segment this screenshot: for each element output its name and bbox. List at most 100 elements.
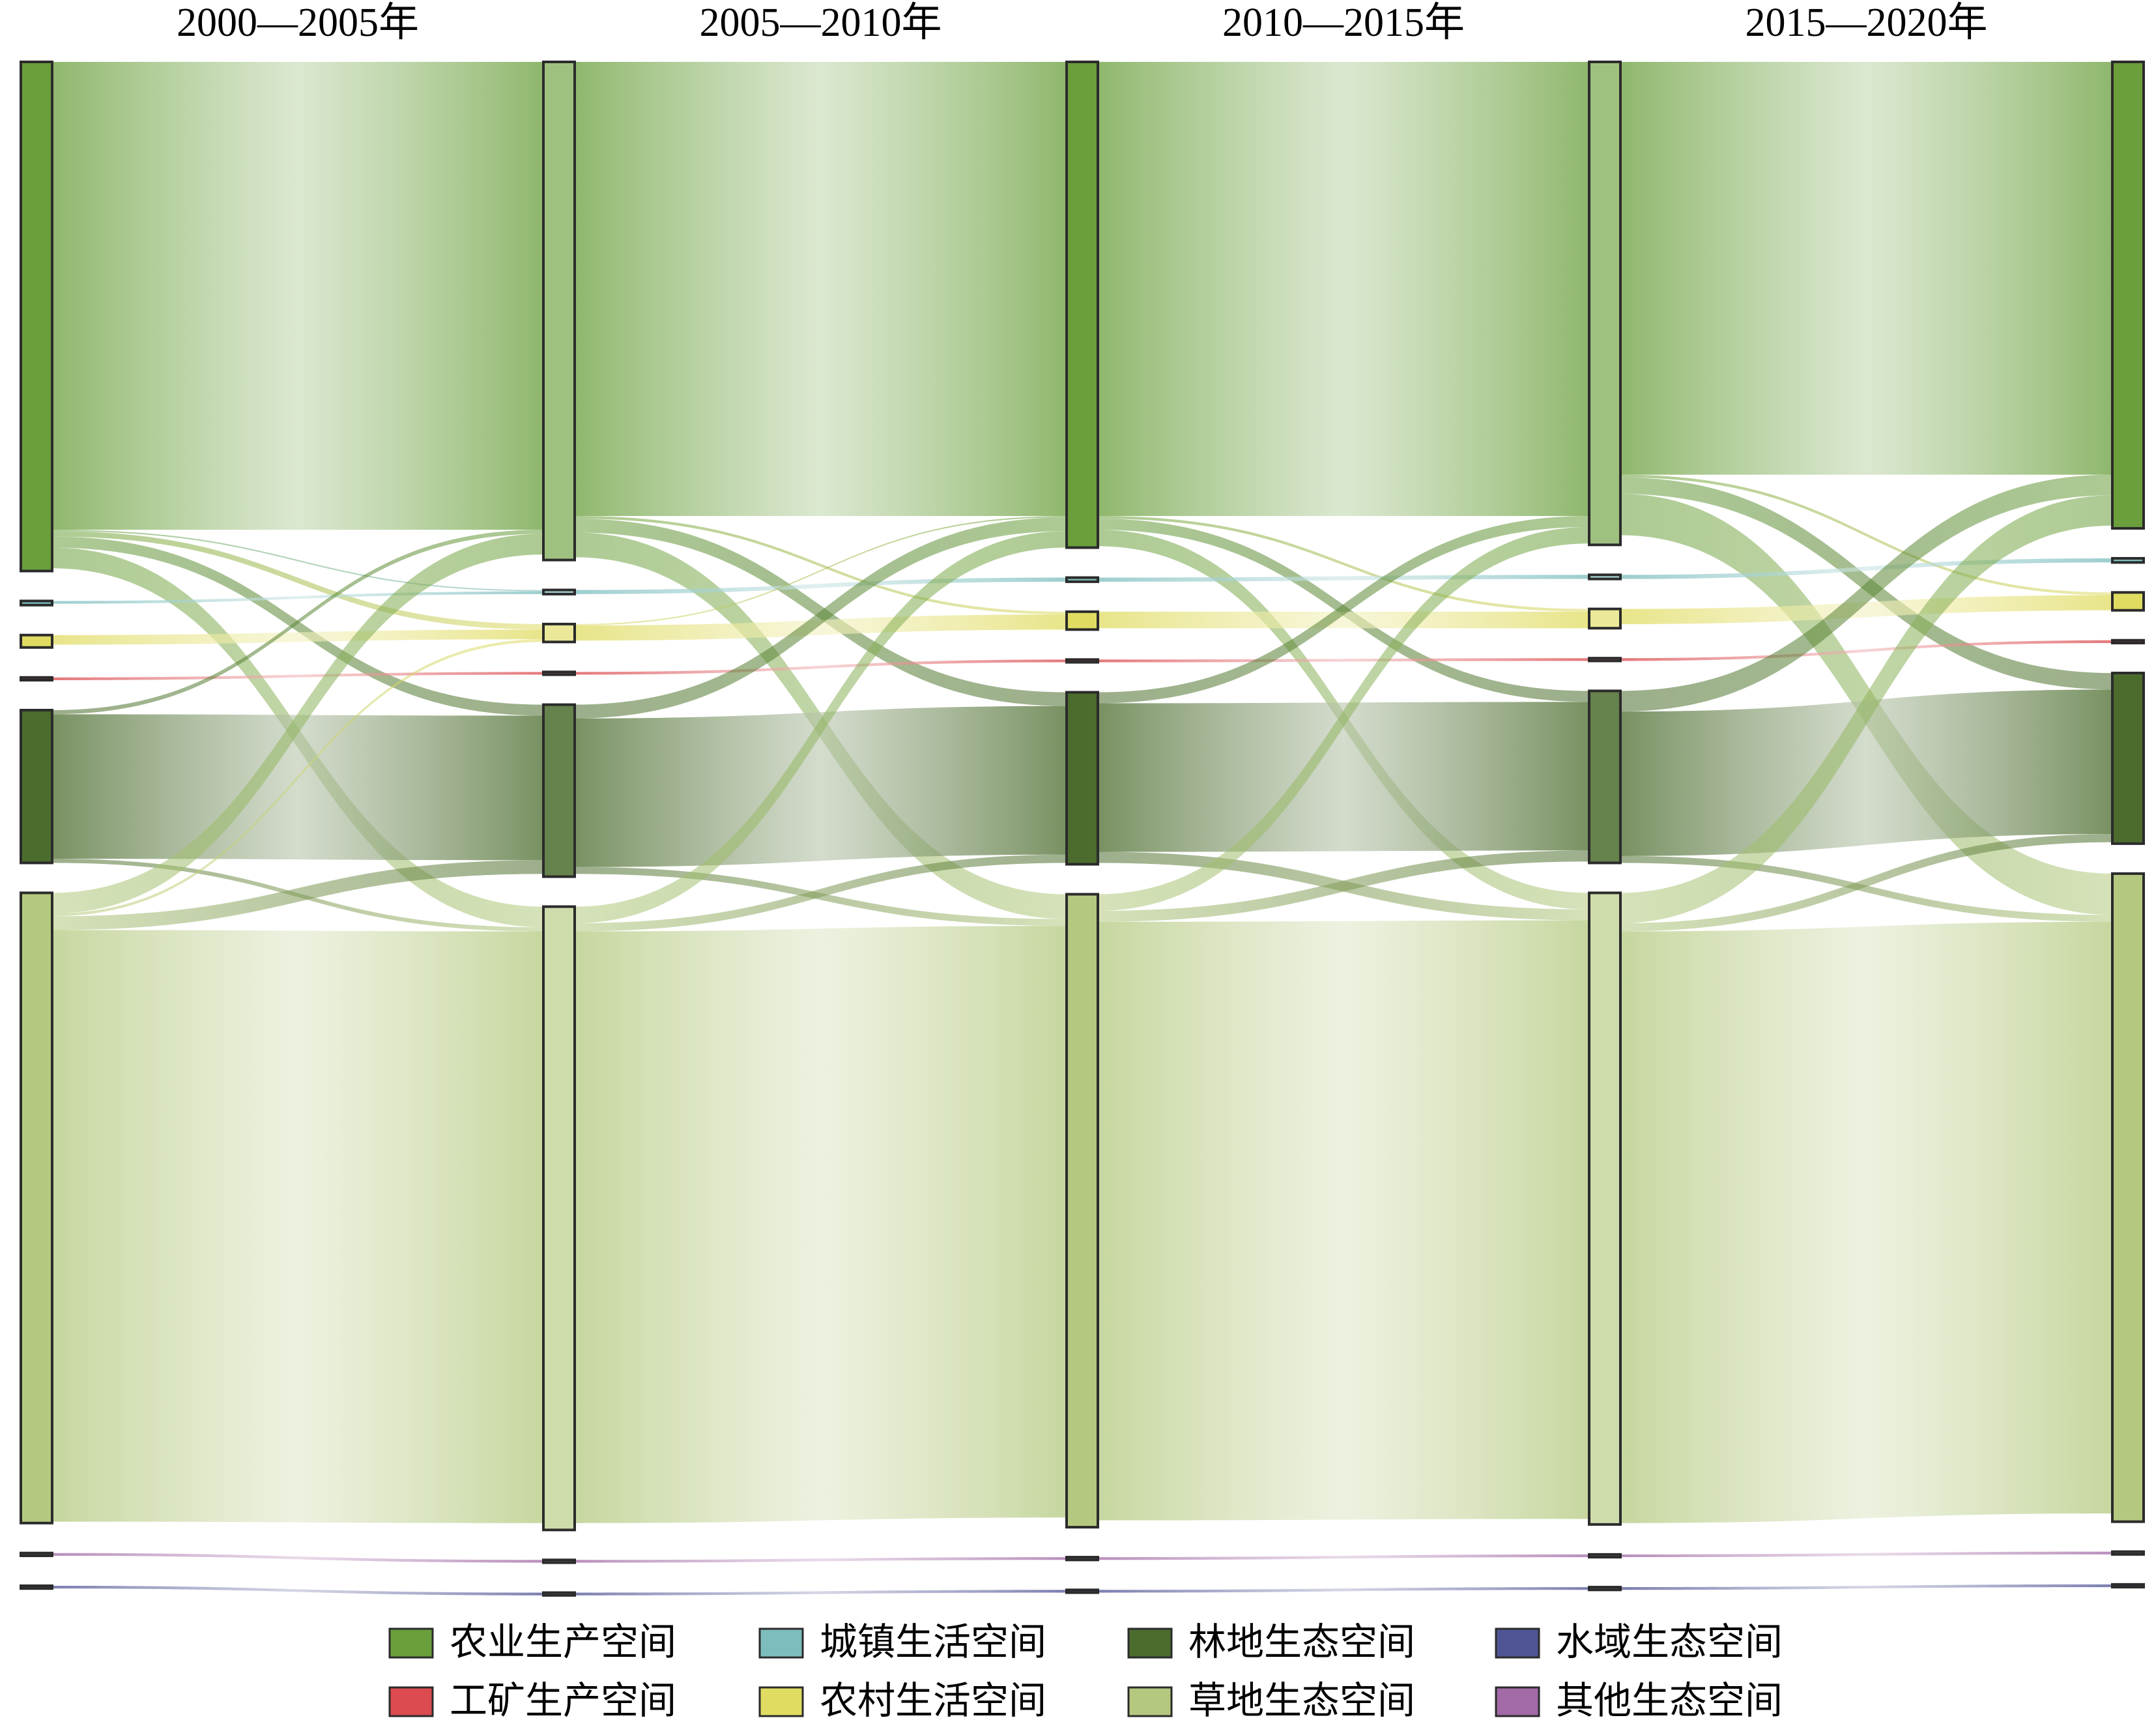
node [542, 703, 576, 878]
flow [1098, 1587, 1589, 1593]
flow [52, 591, 543, 604]
node [1588, 657, 1622, 663]
flow [52, 714, 543, 861]
flow [575, 614, 1067, 641]
flow [1098, 611, 1589, 629]
flow [1098, 526, 1589, 911]
flow [52, 639, 543, 917]
node [1588, 1553, 1622, 1559]
node [2111, 591, 2145, 612]
flow [1620, 1551, 2112, 1558]
flow [1098, 920, 1589, 1521]
node [20, 1584, 53, 1590]
flow [52, 860, 543, 930]
legend-swatch [388, 1627, 434, 1659]
node [20, 599, 53, 607]
flow [1098, 575, 1589, 582]
node [1065, 658, 1099, 664]
flow [1620, 62, 2112, 475]
flow [575, 1557, 1067, 1563]
flow [1620, 474, 2112, 595]
node [2111, 61, 2145, 530]
legend-label: 其他生态空间 [1556, 1678, 1783, 1720]
legend-label: 草地生态空间 [1188, 1678, 1415, 1720]
flow [52, 629, 543, 645]
flow [575, 659, 1067, 675]
flow [52, 1553, 543, 1563]
flow [1098, 515, 1589, 612]
legend-label: 农村生活空间 [820, 1678, 1046, 1720]
node [542, 905, 576, 1532]
node [20, 633, 53, 649]
flow [575, 531, 1067, 923]
legend-swatch [1127, 1686, 1173, 1717]
node [20, 1551, 53, 1557]
node [20, 676, 53, 682]
node [542, 588, 576, 595]
legend-swatch [388, 1686, 434, 1717]
node [1065, 1556, 1099, 1562]
flow [1620, 689, 2112, 856]
flow [52, 530, 543, 592]
node [1588, 1586, 1622, 1592]
node [1065, 1588, 1099, 1594]
flow [52, 531, 543, 630]
flow [52, 672, 543, 681]
flow [575, 706, 1067, 867]
node [20, 709, 53, 865]
flow [1620, 595, 2112, 624]
period-title: 2005—2010年 [699, 1, 941, 45]
legend-swatch [758, 1686, 804, 1717]
node [2111, 872, 2145, 1523]
node [2111, 638, 2145, 644]
flow [1620, 495, 2112, 923]
links [52, 62, 2112, 1596]
node [542, 61, 576, 562]
flow [1098, 515, 1589, 704]
legend-swatch [1127, 1627, 1173, 1659]
nodes [20, 61, 2145, 1597]
node [1065, 61, 1099, 549]
flow [575, 577, 1067, 594]
flow [575, 517, 1067, 719]
node [1588, 573, 1622, 580]
flow [52, 62, 543, 530]
flow [575, 62, 1067, 516]
flow [575, 1590, 1067, 1596]
flow [1098, 62, 1589, 516]
flow [52, 1585, 543, 1596]
flow [1620, 921, 2112, 1523]
node [542, 670, 576, 676]
node [1065, 576, 1099, 583]
flow [575, 854, 1067, 932]
node [2111, 1550, 2145, 1556]
flow [52, 536, 543, 716]
period-title: 2015—2020年 [1745, 1, 1987, 45]
legend-swatch [758, 1627, 804, 1659]
legend-swatch [1495, 1627, 1540, 1659]
flow [1620, 834, 2112, 932]
flow [1098, 850, 1589, 922]
legend-label: 工矿生产空间 [450, 1678, 676, 1720]
legend-label: 城镇生活空间 [820, 1620, 1046, 1664]
node [20, 891, 53, 1525]
node [1065, 691, 1099, 866]
legend-label: 农业生产空间 [450, 1620, 676, 1664]
flow [1620, 474, 2112, 712]
flow [575, 926, 1067, 1523]
node [1065, 893, 1099, 1529]
node [2111, 671, 2145, 845]
flow [52, 530, 543, 715]
node [2111, 1583, 2145, 1589]
node [1065, 610, 1099, 631]
node [20, 61, 53, 573]
flow [1098, 702, 1589, 852]
flow [52, 930, 543, 1523]
legend-label: 水域生态空间 [1556, 1620, 1783, 1664]
flow [1620, 855, 2112, 922]
flow [575, 515, 1067, 625]
node [542, 1558, 576, 1564]
node [2111, 556, 2145, 564]
flow [575, 515, 1067, 615]
